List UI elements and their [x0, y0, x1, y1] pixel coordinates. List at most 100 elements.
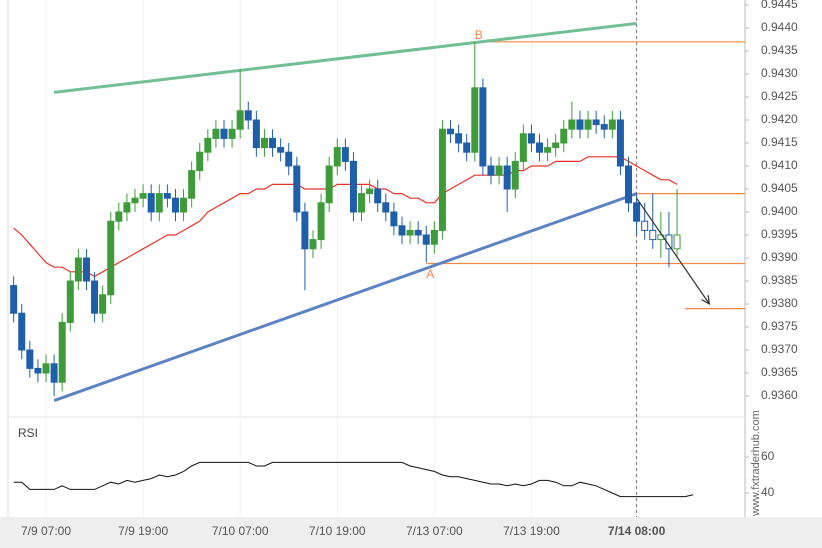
candle-body	[422, 234, 430, 245]
y-tick-label: 0.9430	[761, 66, 798, 80]
candle-body	[568, 119, 576, 130]
x-tick-label: 7/13 07:00	[406, 524, 463, 538]
rsi-title: RSI	[18, 426, 38, 440]
candle-body	[649, 229, 657, 241]
point-label: A	[426, 267, 434, 281]
candle-body	[463, 142, 471, 153]
moving-average	[13, 156, 678, 278]
y-tick-label: 0.9370	[761, 342, 798, 356]
y-tick-label: 0.9390	[761, 250, 798, 264]
candle-body	[115, 211, 123, 222]
candle-body	[479, 87, 487, 167]
y-tick-label: 0.9375	[761, 319, 798, 333]
candle-body	[34, 367, 42, 374]
candle-body	[10, 285, 18, 314]
y-tick-label: 0.9420	[761, 112, 798, 126]
candle-body	[374, 188, 382, 204]
y-tick-label: 0.9395	[761, 227, 798, 241]
candle-body	[511, 160, 519, 190]
candle-body	[91, 280, 99, 314]
candle-body	[58, 321, 66, 383]
candle-body	[455, 133, 463, 144]
candle-body	[438, 128, 446, 231]
candle-body	[74, 257, 82, 282]
candle-body	[18, 312, 26, 351]
candle-body	[584, 119, 592, 130]
candle-body	[244, 110, 252, 121]
candle-body	[220, 128, 228, 139]
y-tick-label: 0.9440	[761, 20, 798, 34]
candle-body	[123, 202, 131, 213]
candle-body	[600, 124, 608, 130]
candle-body	[204, 137, 212, 153]
candle-body	[107, 220, 115, 296]
y-tick-label: 0.9385	[761, 273, 798, 287]
rsi-tick-label: 40	[761, 485, 775, 499]
candle-body	[260, 137, 268, 149]
candle-body	[576, 119, 584, 130]
candle-body	[552, 142, 560, 149]
candle-body	[616, 119, 624, 167]
y-tick-label: 0.9360	[761, 388, 798, 402]
candle-body	[163, 193, 171, 199]
candle-body	[633, 202, 641, 222]
candle-body	[471, 87, 479, 153]
candle-body	[236, 110, 244, 130]
y-tick-label: 0.9410	[761, 158, 798, 172]
candle-body	[544, 147, 552, 153]
candle-body	[50, 363, 58, 383]
trendline	[53, 192, 638, 403]
y-tick-label: 0.9425	[761, 89, 798, 103]
candle-body	[301, 211, 309, 250]
y-tick-label: 0.9435	[761, 43, 798, 57]
candle-body	[228, 128, 236, 139]
y-tick-label: 0.9380	[761, 296, 798, 310]
candle-body	[641, 220, 649, 231]
candle-body	[487, 165, 495, 176]
candle-body	[212, 128, 220, 139]
x-tick-label: 7/9 19:00	[118, 524, 168, 538]
x-tick-label: 7/14 08:00	[608, 524, 666, 538]
candle-body	[180, 197, 188, 213]
candle-body	[82, 257, 90, 282]
candle-body	[66, 280, 74, 323]
rsi-tick-label: 60	[761, 449, 775, 463]
candle-body	[341, 147, 349, 162]
candle-body	[495, 165, 503, 176]
candle-body	[366, 188, 374, 195]
candle-body	[349, 160, 357, 213]
candle-body	[592, 119, 600, 126]
point-label: B	[475, 28, 483, 42]
candle-body	[196, 151, 204, 172]
candle-body	[293, 165, 301, 213]
candle-body	[269, 137, 277, 149]
candle-body	[673, 234, 681, 250]
candle-body	[536, 142, 544, 153]
forecast-arrow	[636, 197, 710, 305]
candle-body	[99, 294, 107, 314]
trendline	[53, 21, 637, 94]
candle-body	[430, 229, 438, 245]
candle-body	[519, 133, 527, 162]
candle-body	[26, 349, 34, 369]
candle-body	[414, 229, 422, 236]
candle-body	[131, 197, 139, 204]
candle-body	[309, 239, 317, 250]
candle-body	[608, 119, 616, 130]
x-axis-band	[0, 517, 822, 548]
candle-body	[527, 133, 535, 144]
candle-body	[447, 128, 455, 135]
candle-body	[171, 197, 179, 213]
candle-body	[139, 193, 147, 199]
candle-body	[398, 225, 406, 236]
x-tick-label: 7/13 19:00	[503, 524, 560, 538]
candle-body	[390, 211, 398, 227]
x-tick-label: 7/9 07:00	[21, 524, 71, 538]
y-tick-label: 0.9365	[761, 365, 798, 379]
candle-body	[42, 363, 50, 374]
candle-body	[625, 165, 633, 204]
rsi-line	[13, 461, 694, 498]
x-tick-label: 7/10 07:00	[212, 524, 269, 538]
candle-body	[325, 165, 333, 204]
